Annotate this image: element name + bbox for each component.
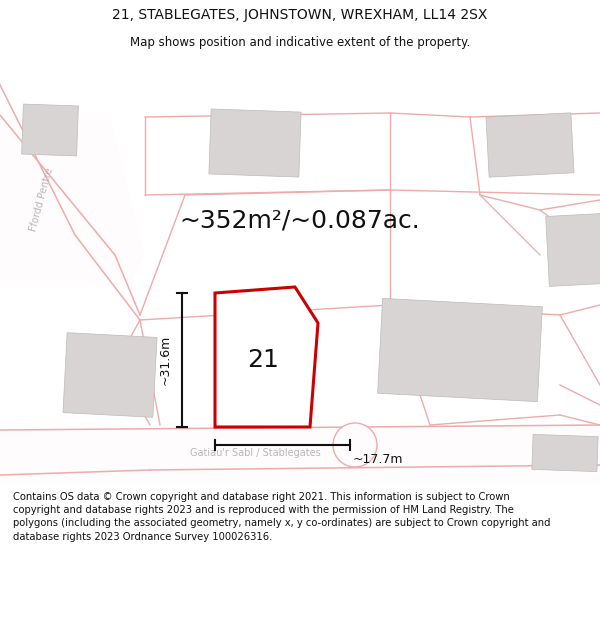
Polygon shape <box>215 287 318 427</box>
Text: ~31.6m: ~31.6m <box>159 335 172 385</box>
Text: Map shows position and indicative extent of the property.: Map shows position and indicative extent… <box>130 36 470 49</box>
Text: ~352m²/~0.087ac.: ~352m²/~0.087ac. <box>179 208 421 232</box>
Polygon shape <box>22 104 79 156</box>
Polygon shape <box>0 425 600 485</box>
Text: Gatiau'r Sabl / Stablegates: Gatiau'r Sabl / Stablegates <box>190 448 321 458</box>
Text: ~17.7m: ~17.7m <box>353 453 404 466</box>
Text: 21, STABLEGATES, JOHNSTOWN, WREXHAM, LL14 2SX: 21, STABLEGATES, JOHNSTOWN, WREXHAM, LL1… <box>112 8 488 22</box>
Polygon shape <box>486 113 574 177</box>
Polygon shape <box>63 332 157 418</box>
Polygon shape <box>546 214 600 286</box>
Polygon shape <box>0 115 145 285</box>
Polygon shape <box>532 434 598 472</box>
Polygon shape <box>209 109 301 177</box>
Polygon shape <box>377 298 542 402</box>
Circle shape <box>333 423 377 467</box>
Text: Ffordd Pentre: Ffordd Pentre <box>29 167 55 233</box>
Text: Contains OS data © Crown copyright and database right 2021. This information is : Contains OS data © Crown copyright and d… <box>13 492 551 542</box>
Text: 21: 21 <box>247 348 279 372</box>
